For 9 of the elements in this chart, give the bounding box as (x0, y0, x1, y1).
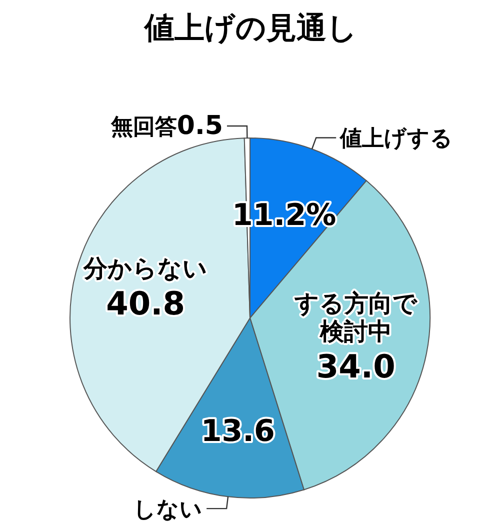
slice-label: しない (134, 498, 203, 523)
data-label: 0.5 (176, 111, 223, 142)
data-label: 40.8 (106, 284, 186, 322)
data-label: 34.0 (316, 347, 396, 386)
slice-label: する方向で検討中 (293, 289, 418, 346)
data-label: 13.6 (200, 414, 275, 449)
slice-label: 値上げする (339, 126, 454, 152)
chart-title: 値上げの見通し (144, 11, 358, 46)
slice-label: 分からない (82, 254, 208, 282)
